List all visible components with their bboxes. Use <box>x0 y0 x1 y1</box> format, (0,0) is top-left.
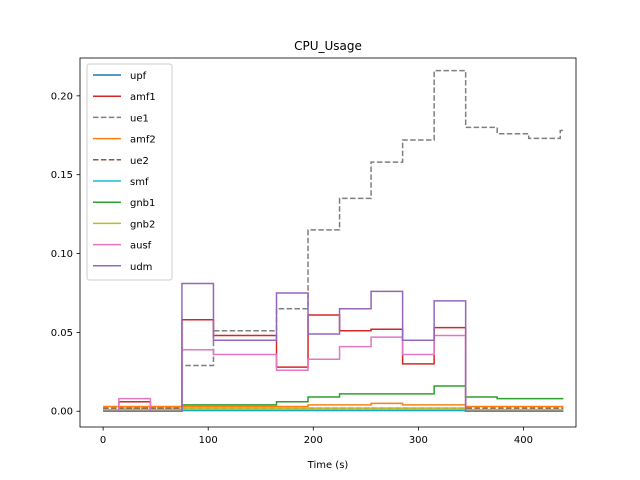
legend-label-upf: upf <box>130 71 147 82</box>
x-tick-label: 300 <box>409 435 428 446</box>
y-tick-label: 0.15 <box>51 170 73 181</box>
x-axis: 0 100 200 300 400 <box>100 427 533 446</box>
legend-label-amf2: amf2 <box>130 135 156 146</box>
legend-box <box>86 63 173 281</box>
x-axis-label: Time (s) <box>307 460 349 471</box>
x-tick-label: 0 <box>100 435 106 446</box>
x-tick-label: 400 <box>514 435 533 446</box>
y-tick-label: 0.00 <box>51 407 73 418</box>
y-tick-label: 0.05 <box>51 328 73 339</box>
legend: upf amf1 ue1 amf2 ue2 smf gnb1 gnb2 ausf udm <box>86 63 173 281</box>
plot-area-frame <box>79 57 577 428</box>
legend-label-gnb1: gnb1 <box>130 198 155 209</box>
y-tick-label: 0.10 <box>51 249 73 260</box>
x-tick-label: 100 <box>199 435 218 446</box>
series-line-amf2 <box>103 402 564 408</box>
chart-title: CPU_Usage <box>294 39 362 53</box>
series-line-udm <box>103 282 564 412</box>
x-tick-label: 200 <box>304 435 323 446</box>
legend-label-amf1: amf1 <box>130 92 156 103</box>
legend-label-smf: smf <box>130 177 149 188</box>
legend-label-ausf: ausf <box>130 241 152 252</box>
legend-label-ue2: ue2 <box>130 156 149 167</box>
legend-label-gnb2: gnb2 <box>130 219 155 230</box>
series-layer <box>103 69 564 412</box>
legend-label-udm: udm <box>130 262 152 273</box>
y-tick-label: 0.20 <box>51 91 73 102</box>
legend-label-ue1: ue1 <box>130 113 149 124</box>
y-axis: 0.00 0.05 0.10 0.15 0.20 <box>51 91 80 418</box>
